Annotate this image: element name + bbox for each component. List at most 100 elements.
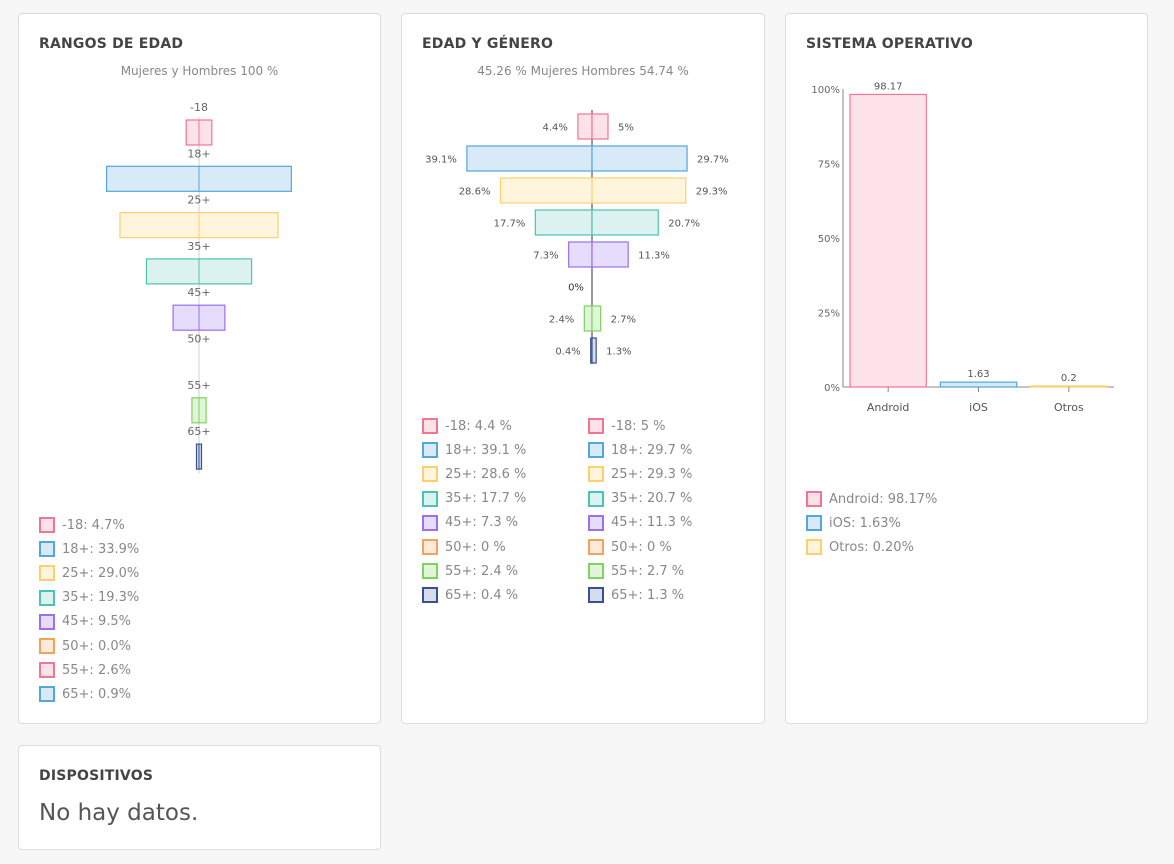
gender-women-legend-item[interactable]: 65+: 0.4 % [422, 583, 526, 607]
ages-legend-item[interactable]: -18: 4.7% [39, 513, 139, 537]
gender-women-legend-item[interactable]: 35+: 17.7 % [422, 487, 526, 511]
gender-value-men: 11.3% [638, 251, 670, 262]
legend-label: 65+: 0.9% [62, 686, 131, 702]
legend-label: -18: 4.4 % [445, 418, 512, 434]
gender-bar-men [591, 113, 609, 140]
gender-men-legend-item[interactable]: -18: 5 % [588, 414, 692, 438]
gender-card: EDAD Y GÉNERO 45.26 % Mujeres Hombres 54… [401, 13, 765, 724]
gender-bar-women [466, 145, 593, 172]
ages-category-label: 55+ [187, 379, 210, 392]
gender-bar-women [499, 177, 593, 204]
gender-men-legend-item[interactable]: 35+: 20.7 % [588, 487, 692, 511]
ages-legend-item[interactable]: 50+: 0.0% [39, 634, 139, 658]
ages-legend: -18: 4.7% 18+: 33.9% 25+: 29.0% 35+: 19.3% 4… [39, 513, 139, 707]
legend-label: 50+: 0 % [445, 539, 506, 555]
ages-category-label: 35+ [187, 240, 210, 253]
gender-value-zero: 0% [568, 283, 584, 294]
legend-label: 18+: 29.7 % [611, 442, 693, 458]
gender-butterfly-chart: 4.4% 5% 39.1% 29.7% 28.6% 29.3% 17.7% 20.7% 7.3%… [425, 110, 729, 364]
legend-label: 55+: 2.7 % [611, 563, 685, 579]
os-bar [939, 381, 1018, 388]
legend-swatch [422, 539, 438, 556]
ages-category-label: 65+ [187, 425, 210, 438]
legend-label: 25+: 29.3 % [611, 466, 693, 482]
gender-men-legend-item[interactable]: 65+: 1.3 % [588, 583, 692, 607]
legend-swatch [422, 490, 438, 507]
ages-legend-item[interactable]: 55+: 2.6% [39, 658, 139, 682]
os-bar [1030, 385, 1108, 388]
ages-legend-item[interactable]: 18+: 33.9% [39, 537, 139, 561]
gender-women-legend-item[interactable]: 55+: 2.4 % [422, 559, 526, 583]
os-y-tick-label: 25% [818, 309, 840, 320]
ages-funnel-chart: -18 18+ 25+ 35+ 45+ 50+ 55+ 65+ [106, 101, 292, 474]
os-legend-item[interactable]: Android: 98.17% [806, 487, 937, 511]
ages-subtitle: Mujeres y Hombres 100 % [120, 64, 279, 78]
os-y-tick-label: 0% [824, 383, 840, 394]
gender-women-legend-item[interactable]: 25+: 28.6 % [422, 462, 526, 486]
legend-swatch [39, 686, 55, 703]
gender-value-men: 29.7% [697, 155, 729, 166]
legend-swatch [422, 587, 438, 604]
legend-swatch [39, 662, 55, 679]
ages-legend-item[interactable]: 65+: 0.9% [39, 682, 139, 706]
gender-men-legend-item[interactable]: 45+: 11.3 % [588, 511, 692, 535]
legend-swatch [39, 613, 55, 630]
ages-legend-item[interactable]: 35+: 19.3% [39, 586, 139, 610]
legend-swatch [806, 491, 822, 508]
legend-label: 18+: 33.9% [62, 541, 140, 557]
gender-value-women: 0.4% [555, 347, 580, 358]
gender-value-women: 4.4% [543, 123, 568, 134]
legend-label: 45+: 9.5% [62, 614, 131, 630]
ages-legend-item[interactable]: 25+: 29.0% [39, 561, 139, 585]
os-legend-item[interactable]: Otros: 0.20% [806, 535, 937, 559]
legend-label: 25+: 29.0% [62, 565, 140, 581]
legend-label: 35+: 19.3% [62, 590, 140, 606]
gender-men-legend-item[interactable]: 50+: 0 % [588, 535, 692, 559]
legend-swatch [422, 563, 438, 580]
ages-legend-item[interactable]: 45+: 9.5% [39, 610, 139, 634]
legend-label: Android: 98.17% [829, 491, 938, 507]
gender-legend-women: -18: 4.4 % 18+: 39.1 % 25+: 28.6 % 35+: 17.… [422, 414, 526, 608]
legend-swatch [588, 563, 604, 580]
legend-label: 55+: 2.6% [62, 662, 131, 678]
legend-label: 55+: 2.4 % [445, 563, 519, 579]
legend-label: Otros: 0.20% [829, 539, 914, 555]
legend-swatch [806, 515, 822, 532]
legend-label: 35+: 17.7 % [445, 491, 527, 507]
gender-women-legend-item[interactable]: 45+: 7.3 % [422, 511, 526, 535]
gender-women-legend-item[interactable]: 50+: 0 % [422, 535, 526, 559]
legend-label: 25+: 28.6 % [445, 466, 527, 482]
legend-swatch [422, 514, 438, 531]
gender-women-legend-item[interactable]: 18+: 39.1 % [422, 438, 526, 462]
gender-value-women: 39.1% [425, 155, 457, 166]
legend-swatch [422, 466, 438, 483]
legend-label: -18: 5 % [611, 418, 666, 434]
os-value-label: 98.17 [874, 81, 903, 92]
legend-swatch [39, 565, 55, 582]
ages-title: RANGOS DE EDAD [39, 36, 184, 52]
gender-value-women: 2.4% [549, 315, 574, 326]
gender-bar-men [591, 337, 597, 364]
gender-legend-men: -18: 5 % 18+: 29.7 % 25+: 29.3 % 35+: 20.7 … [588, 414, 692, 608]
legend-swatch [588, 418, 604, 435]
ages-category-label: 45+ [187, 286, 210, 299]
devices-card: DISPOSITIVOS No hay datos. [18, 745, 381, 850]
gender-bar-men [591, 241, 629, 268]
os-legend-item[interactable]: iOS: 1.63% [806, 511, 937, 535]
legend-label: 50+: 0.0% [62, 638, 131, 654]
gender-men-legend-item[interactable]: 18+: 29.7 % [588, 438, 692, 462]
legend-label: 18+: 39.1 % [445, 442, 527, 458]
os-value-label: 0.2 [1061, 373, 1077, 384]
gender-men-legend-item[interactable]: 55+: 2.7 % [588, 559, 692, 583]
gender-value-men: 5% [618, 123, 634, 134]
legend-label: 65+: 1.3 % [611, 587, 685, 603]
legend-swatch [806, 539, 822, 556]
legend-swatch [39, 541, 55, 558]
gender-men-legend-item[interactable]: 25+: 29.3 % [588, 462, 692, 486]
legend-swatch [588, 442, 604, 459]
gender-subtitle: 45.26 % Mujeres Hombres 54.74 % [477, 64, 689, 78]
gender-women-legend-item[interactable]: -18: 4.4 % [422, 414, 526, 438]
os-bar [849, 93, 927, 388]
ages-category-label: 25+ [187, 194, 210, 207]
legend-swatch [588, 466, 604, 483]
